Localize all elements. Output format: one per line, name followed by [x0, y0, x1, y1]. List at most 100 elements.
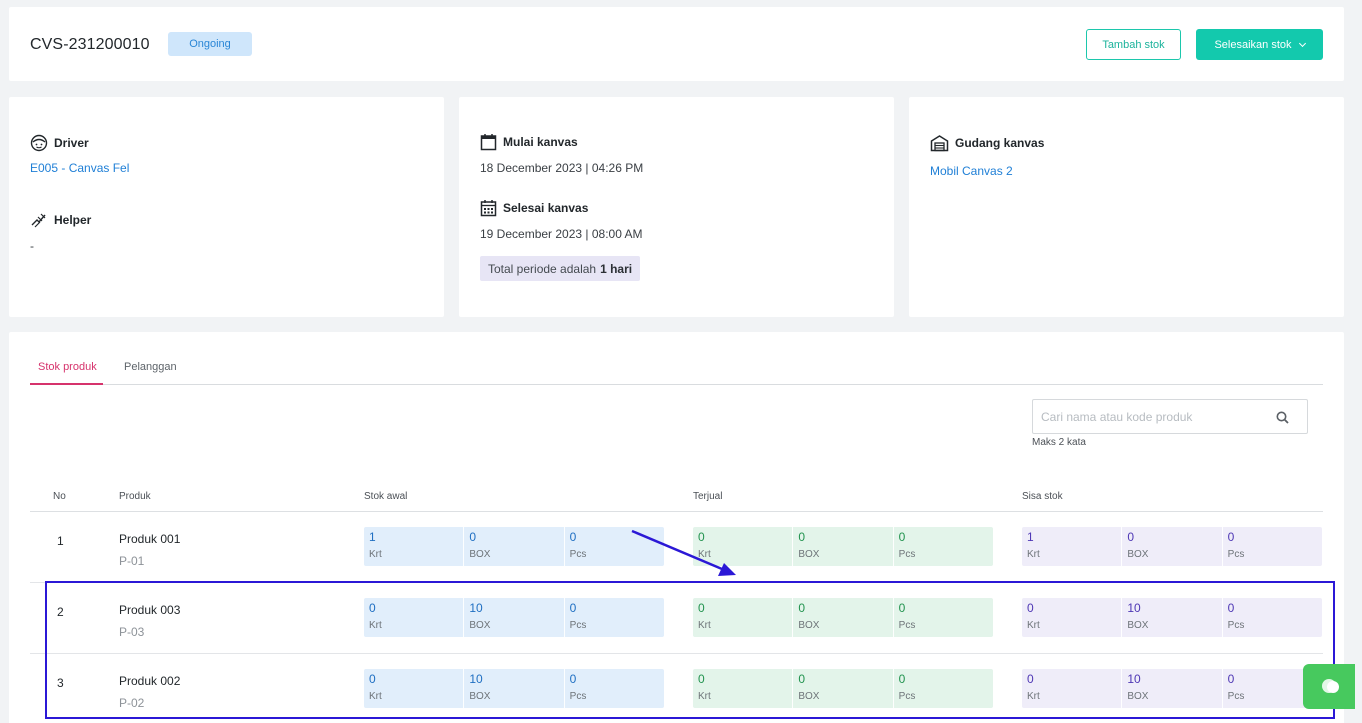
table-row[interactable]: 1 Produk 001 P-01 1 Krt 0 BOX 0 Pcs 0 Krt 0 BOX 0 Pcs 1… — [30, 512, 1323, 583]
sold-group: 0 Krt 0 BOX 0 Pcs — [693, 527, 993, 566]
unit-label: BOX — [469, 620, 491, 631]
chat-icon — [1322, 679, 1339, 693]
remaining-stock-value: 0 — [1227, 530, 1235, 544]
initial-stock-value: 0 — [569, 530, 577, 544]
remaining-stock-group: 0 Krt 10 BOX 0 Pcs — [1022, 669, 1322, 708]
unit-label: Pcs — [1227, 549, 1245, 560]
helper-label-text: Helper — [54, 213, 92, 227]
unit-label: BOX — [1127, 691, 1149, 702]
initial-stock-group: 0 Krt 10 BOX 0 Pcs — [364, 598, 664, 637]
initial-stock-cell: 0 BOX — [463, 527, 563, 566]
initial-stock-value: 0 — [469, 530, 477, 544]
canvas-code-title: CVS-231200010 — [30, 36, 150, 53]
sold-cell: 0 Krt — [693, 669, 792, 708]
unit-label: BOX — [469, 549, 491, 560]
initial-stock-cell: 0 Pcs — [563, 598, 664, 637]
tab-stok-produk[interactable]: Stok produk — [38, 361, 97, 373]
initial-stock-value: 0 — [569, 672, 577, 686]
driver-icon — [30, 134, 48, 152]
helper-label: Helper — [30, 211, 91, 229]
driver-link[interactable]: E005 - Canvas Fel — [30, 161, 130, 175]
row-number: 1 — [57, 534, 64, 548]
unit-label: Krt — [369, 549, 382, 560]
sold-value: 0 — [898, 530, 906, 544]
chevron-down-icon — [1298, 39, 1306, 47]
column-header-no: No — [53, 491, 66, 502]
warehouse-icon — [930, 135, 949, 152]
remaining-stock-group: 0 Krt 10 BOX 0 Pcs — [1022, 598, 1322, 637]
add-stock-button[interactable]: Tambah stok — [1086, 29, 1181, 60]
canvas-end-label-text: Selesai kanvas — [503, 201, 589, 215]
canvas-start-label-text: Mulai kanvas — [503, 135, 578, 149]
initial-stock-value: 0 — [369, 672, 376, 686]
helper-icon — [31, 213, 46, 228]
initial-stock-cell: 1 Krt — [364, 527, 463, 566]
product-code: P-01 — [119, 554, 145, 568]
remaining-stock-group: 1 Krt 0 BOX 0 Pcs — [1022, 527, 1322, 566]
crew-card: Driver E005 - Canvas Fel Helper - — [9, 97, 444, 317]
remaining-stock-cell: 0 Pcs — [1221, 598, 1322, 637]
unit-label: Krt — [698, 691, 711, 702]
initial-stock-group: 0 Krt 10 BOX 0 Pcs — [364, 669, 664, 708]
initial-stock-cell: 0 Krt — [364, 669, 463, 708]
remaining-stock-value: 0 — [1227, 672, 1235, 686]
unit-label: BOX — [798, 549, 820, 560]
unit-label: Krt — [369, 620, 382, 631]
row-number: 3 — [57, 676, 64, 690]
sold-value: 0 — [898, 672, 906, 686]
finish-stock-button[interactable]: Selesaikan stok — [1196, 29, 1323, 60]
remaining-stock-cell: 1 Krt — [1022, 527, 1121, 566]
remaining-stock-value: 1 — [1027, 530, 1034, 544]
sold-value: 0 — [798, 672, 806, 686]
product-name: Produk 002 — [119, 674, 181, 688]
unit-label: Krt — [698, 620, 711, 631]
canvas-start-value: 18 December 2023 | 04:26 PM — [480, 161, 644, 175]
unit-label: Pcs — [1227, 691, 1245, 702]
period-value: 1 hari — [600, 261, 633, 276]
remaining-stock-cell: 10 BOX — [1121, 598, 1221, 637]
unit-label: Krt — [1027, 620, 1040, 631]
initial-stock-cell: 0 Pcs — [563, 527, 664, 566]
initial-stock-cell: 10 BOX — [463, 598, 563, 637]
column-header-initial-stock: Stok awal — [364, 491, 408, 502]
period-summary: Total periode adalah 1 hari — [480, 256, 641, 281]
period-prefix: Total periode adalah — [488, 261, 597, 276]
unit-label: Pcs — [569, 549, 587, 560]
sold-value: 0 — [798, 601, 806, 615]
sold-cell: 0 BOX — [792, 598, 892, 637]
status-badge: Ongoing — [168, 32, 252, 56]
chat-button[interactable] — [1303, 664, 1355, 709]
remaining-stock-cell: 0 Pcs — [1221, 527, 1322, 566]
remaining-stock-cell: 0 BOX — [1121, 527, 1221, 566]
initial-stock-value: 0 — [569, 601, 577, 615]
driver-label: Driver — [30, 134, 89, 152]
warehouse-label: Gudang kanvas — [930, 134, 1044, 152]
search-input[interactable]: Cari nama atau kode produk — [1032, 399, 1308, 434]
tab-pelanggan[interactable]: Pelanggan — [124, 361, 177, 373]
initial-stock-value: 10 — [469, 672, 483, 686]
header-bar: CVS-231200010 Ongoing Tambah stok Selesa… — [9, 7, 1344, 81]
unit-label: Pcs — [898, 691, 916, 702]
column-header-sold: Terjual — [693, 491, 723, 502]
table-row[interactable]: 3 Produk 002 P-02 0 Krt 10 BOX 0 Pcs 0 Krt 0 BOX 0 Pcs… — [30, 654, 1323, 723]
remaining-stock-value: 0 — [1127, 530, 1135, 544]
table-row[interactable]: 2 Produk 003 P-03 0 Krt 10 BOX 0 Pcs 0 Krt 0 BOX 0 Pcs… — [30, 583, 1323, 654]
column-header-product: Produk — [119, 491, 151, 502]
unit-label: Krt — [1027, 549, 1040, 560]
unit-label: Krt — [698, 549, 711, 560]
sold-value: 0 — [698, 672, 705, 686]
tab-bar: Stok produk Pelanggan — [30, 353, 1323, 385]
warehouse-link[interactable]: Mobil Canvas 2 — [930, 164, 1013, 178]
remaining-stock-cell: 10 BOX — [1121, 669, 1221, 708]
helper-value: - — [30, 239, 34, 253]
row-number: 2 — [57, 605, 64, 619]
sold-value: 0 — [798, 530, 806, 544]
remaining-stock-cell: 0 Krt — [1022, 598, 1121, 637]
warehouse-label-text: Gudang kanvas — [955, 136, 1045, 150]
unit-label: Pcs — [569, 691, 587, 702]
search-icon[interactable] — [1276, 411, 1289, 424]
remaining-stock-value: 0 — [1227, 601, 1235, 615]
warehouse-card: Gudang kanvas Mobil Canvas 2 — [909, 97, 1344, 317]
calendar-grid-icon — [480, 200, 497, 217]
canvas-end-value: 19 December 2023 | 08:00 AM — [480, 227, 643, 241]
